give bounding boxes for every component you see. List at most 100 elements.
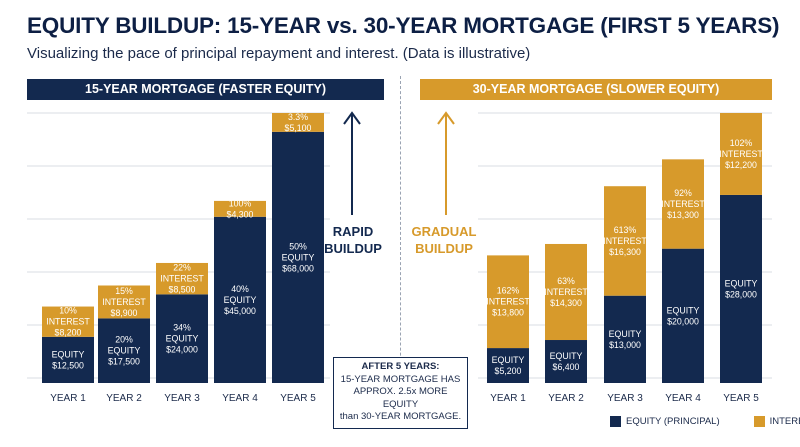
label-equity-30yr-1-line-1: $5,200 <box>495 366 522 376</box>
label-interest-15yr-2-line-1: INTEREST <box>102 297 146 307</box>
label-equity-30yr-4-line-1: $20,000 <box>667 316 699 326</box>
callout-line-2: APPROX. 2.5x MORE EQUITY <box>353 386 448 410</box>
label-equity-15yr-5-line-0: 50% <box>289 241 307 251</box>
tick-label-15yr-1: YEAR 1 <box>50 393 86 404</box>
tick-label-15yr-3: YEAR 3 <box>164 393 200 404</box>
label-equity-15yr-5-line-1: EQUITY <box>282 252 315 262</box>
label-equity-30yr-3-line-1: $13,000 <box>609 340 641 350</box>
bar-equity-15yr-3 <box>156 294 208 383</box>
gradual-label-line-1: GRADUAL <box>411 224 477 239</box>
label-equity-15yr-2-line-1: EQUITY <box>108 346 141 356</box>
bar-interest-15yr-4 <box>214 200 266 217</box>
label-interest-15yr-5-line-0: 3.3% <box>288 112 308 122</box>
tick-label-15yr-5: YEAR 5 <box>280 393 316 404</box>
bar-equity-30yr-2 <box>545 340 587 383</box>
label-equity-30yr-5-line-1: $28,000 <box>725 289 757 299</box>
label-equity-30yr-2-line-1: $6,400 <box>553 362 580 372</box>
label-interest-30yr-4-line-0: 92% <box>674 188 692 198</box>
bar-interest-15yr-2 <box>98 285 150 319</box>
gradual-arrow-icon <box>437 111 455 125</box>
bar-equity-15yr-2 <box>98 318 150 383</box>
label-interest-30yr-3-line-2: $16,300 <box>609 247 641 257</box>
callout-line-3: than 30-YEAR MORTGAGE. <box>339 411 462 422</box>
bar-equity-15yr-1 <box>42 336 94 383</box>
callout-line-1: 15-YEAR MORTGAGE HAS <box>340 373 461 385</box>
bar-interest-30yr-2 <box>545 243 587 341</box>
legend-equity-swatch <box>610 415 621 427</box>
label-interest-15yr-4-line-1: $4,300 <box>227 209 254 219</box>
label-equity-15yr-3-line-0: 34% <box>173 323 191 333</box>
label-interest-15yr-5-line-1: $5,100 <box>285 123 312 133</box>
label-interest-15yr-2-line-2: $8,900 <box>111 308 138 318</box>
label-interest-30yr-4-line-2: $13,300 <box>667 210 699 220</box>
bar-equity-15yr-4 <box>214 216 266 383</box>
label-interest-30yr-4-line-1: INTEREST <box>661 199 705 209</box>
label-interest-30yr-2-line-1: INTEREST <box>544 287 588 297</box>
bar-equity-30yr-5 <box>720 194 762 383</box>
bar-interest-30yr-3 <box>604 186 646 296</box>
label-interest-15yr-3-line-1: INTEREST <box>160 274 204 284</box>
label-interest-15yr-1-line-1: INTEREST <box>46 317 90 327</box>
label-equity-30yr-1-line-0: EQUITY <box>492 355 525 365</box>
rapid-buildup-label: RAPID BUILDUP <box>320 223 386 257</box>
label-equity-15yr-3-line-2: $24,000 <box>166 345 198 355</box>
tick-label-30yr-2: YEAR 2 <box>548 393 584 404</box>
rapid-arrow-icon <box>343 111 361 125</box>
label-equity-15yr-3-line-1: EQUITY <box>166 334 199 344</box>
tick-label-30yr-3: YEAR 3 <box>607 393 643 404</box>
legend-equity-label: EQUITY (PRINCIPAL) <box>626 415 720 427</box>
bar-interest-15yr-5 <box>272 113 324 132</box>
gradual-label-line-2: BUILDUP <box>415 241 473 256</box>
label-interest-30yr-1-line-1: INTEREST <box>486 297 530 307</box>
label-equity-15yr-4-line-2: $45,000 <box>224 306 256 316</box>
label-interest-30yr-5-line-0: 102% <box>730 138 753 148</box>
label-interest-30yr-3-line-0: 613% <box>614 225 637 235</box>
label-interest-15yr-3-line-2: $8,500 <box>169 285 196 295</box>
bar-equity-15yr-5 <box>272 131 324 383</box>
bar-interest-30yr-1 <box>487 255 529 349</box>
panel-divider <box>400 76 401 421</box>
legend-interest-label: INTEREST <box>769 415 800 427</box>
rapid-label-line-2: BUILDUP <box>324 241 382 256</box>
bar-interest-30yr-4 <box>662 159 704 249</box>
rapid-label-line-1: RAPID <box>332 224 374 239</box>
page-title: EQUITY BUILDUP: 15-YEAR vs. 30-YEAR MORT… <box>27 13 780 38</box>
bar-equity-30yr-4 <box>662 248 704 383</box>
label-equity-30yr-5-line-0: EQUITY <box>725 278 758 288</box>
gradual-buildup-label: GRADUAL BUILDUP <box>404 223 484 257</box>
bar-equity-30yr-1 <box>487 348 529 383</box>
label-equity-15yr-1-line-1: $12,500 <box>52 360 84 370</box>
after-5-years-callout: AFTER 5 YEARS: 15-YEAR MORTGAGE HAS APPR… <box>333 357 468 429</box>
bar-interest-15yr-3 <box>156 262 208 295</box>
tick-label-15yr-2: YEAR 2 <box>106 393 142 404</box>
chart-legend: EQUITY (PRINCIPAL) INTEREST <box>610 414 800 428</box>
label-interest-15yr-4-line-0: 100% <box>229 198 252 208</box>
label-interest-30yr-5-line-2: $12,200 <box>725 160 757 170</box>
label-interest-15yr-1-line-2: $8,200 <box>55 328 82 338</box>
label-interest-30yr-2-line-2: $14,300 <box>550 298 582 308</box>
label-interest-30yr-1-line-0: 162% <box>497 286 520 296</box>
bar-interest-15yr-1 <box>42 306 94 337</box>
label-equity-30yr-2-line-0: EQUITY <box>550 351 583 361</box>
label-equity-15yr-5-line-2: $68,000 <box>282 263 314 273</box>
label-interest-30yr-3-line-1: INTEREST <box>603 236 647 246</box>
label-interest-15yr-2-line-0: 15% <box>115 286 133 296</box>
panel-header-30-year: 30-YEAR MORTGAGE (SLOWER EQUITY) <box>420 79 772 100</box>
label-equity-15yr-4-line-1: EQUITY <box>224 295 257 305</box>
tick-label-30yr-4: YEAR 4 <box>665 393 701 404</box>
bar-interest-30yr-5 <box>720 113 762 195</box>
page-subtitle: Visualizing the pace of principal repaym… <box>27 45 531 62</box>
tick-label-30yr-5: YEAR 5 <box>723 393 759 404</box>
label-interest-30yr-2-line-0: 63% <box>557 276 575 286</box>
label-equity-30yr-3-line-0: EQUITY <box>609 329 642 339</box>
label-equity-30yr-4-line-0: EQUITY <box>667 305 700 315</box>
panel-header-15-year: 15-YEAR MORTGAGE (FASTER EQUITY) <box>27 79 384 100</box>
label-equity-15yr-2-line-2: $17,500 <box>108 357 140 367</box>
label-equity-15yr-1-line-0: EQUITY <box>52 349 85 359</box>
bar-equity-30yr-3 <box>604 295 646 383</box>
tick-label-15yr-4: YEAR 4 <box>222 393 258 404</box>
tick-label-30yr-1: YEAR 1 <box>490 393 526 404</box>
callout-heading: AFTER 5 YEARS: <box>361 361 440 372</box>
label-interest-30yr-1-line-2: $13,800 <box>492 308 524 318</box>
